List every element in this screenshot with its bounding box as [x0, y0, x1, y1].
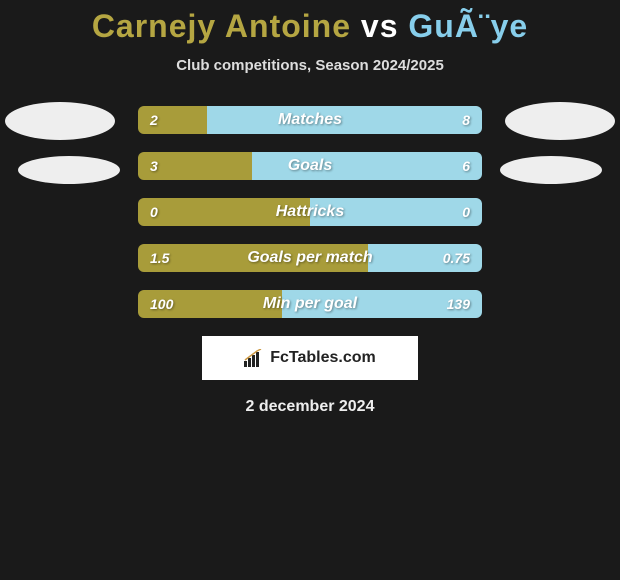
stat-value-left: 2 — [150, 106, 158, 134]
player1-avatar-top — [5, 102, 115, 140]
player1-avatar-bottom — [18, 156, 120, 184]
stat-row: Goals per match1.5 0.75 — [138, 244, 482, 272]
vs-text: vs — [361, 8, 399, 44]
logo-box: FcTables.com — [202, 336, 418, 380]
stat-value-right: 139 — [447, 290, 470, 318]
stat-value-left: 3 — [150, 152, 158, 180]
subtitle: Club competitions, Season 2024/2025 — [0, 57, 620, 74]
comparison-title: Carnejy Antoine vs GuÃ¨ye — [0, 0, 620, 45]
logo-text: FcTables.com — [270, 349, 376, 367]
player2-avatar-top — [505, 102, 615, 140]
stat-value-left: 100 — [150, 290, 173, 318]
stat-row: Goals3 6 — [138, 152, 482, 180]
stat-value-right: 0.75 — [443, 244, 470, 272]
stat-label: Min per goal — [138, 290, 482, 318]
date-text: 2 december 2024 — [0, 398, 620, 416]
content-area: Matches2 8 Goals3 6 Hattricks0 0 Goals per mat… — [0, 106, 620, 416]
chart-icon — [244, 349, 266, 367]
stats-bars: Matches2 8 Goals3 6 Hattricks0 0 Goals per mat… — [138, 106, 482, 318]
player1-name: Carnejy Antoine — [92, 8, 351, 44]
stat-label: Goals — [138, 152, 482, 180]
stat-value-right: 8 — [462, 106, 470, 134]
stat-value-left: 1.5 — [150, 244, 169, 272]
player2-avatar-bottom — [500, 156, 602, 184]
stat-value-right: 6 — [462, 152, 470, 180]
stat-value-left: 0 — [150, 198, 158, 226]
stat-value-right: 0 — [462, 198, 470, 226]
stat-label: Hattricks — [138, 198, 482, 226]
stat-label: Goals per match — [138, 244, 482, 272]
stat-row: Matches2 8 — [138, 106, 482, 134]
stat-row: Min per goal100 139 — [138, 290, 482, 318]
stat-label: Matches — [138, 106, 482, 134]
stat-row: Hattricks0 0 — [138, 198, 482, 226]
player2-name: GuÃ¨ye — [408, 8, 528, 44]
